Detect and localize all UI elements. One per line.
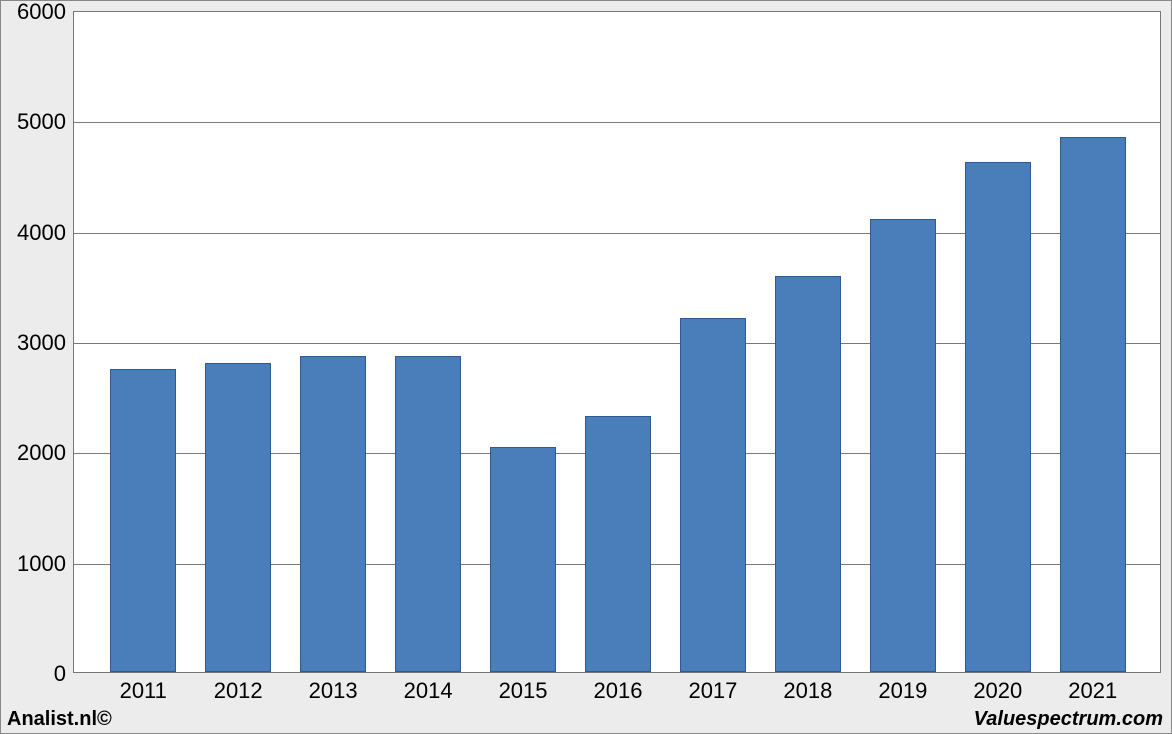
- x-tick-label: 2020: [973, 672, 1022, 704]
- y-tick-label: 1000: [17, 551, 74, 577]
- bar: [775, 276, 841, 672]
- bar: [395, 356, 461, 672]
- x-tick-label: 2019: [878, 672, 927, 704]
- gridline: [74, 122, 1160, 123]
- bar: [870, 219, 936, 672]
- x-tick-label: 2018: [783, 672, 832, 704]
- y-tick-label: 5000: [17, 109, 74, 135]
- y-tick-label: 4000: [17, 220, 74, 246]
- x-tick-label: 2021: [1068, 672, 1117, 704]
- bar: [585, 416, 651, 672]
- bar: [1060, 137, 1126, 672]
- bar: [965, 162, 1031, 672]
- y-tick-label: 2000: [17, 440, 74, 466]
- x-tick-label: 2015: [499, 672, 548, 704]
- bar: [300, 356, 366, 672]
- chart-frame: 0 1000 2000 3000 4000 5000 6000 2011 2012 2013 201…: [0, 0, 1172, 734]
- bar: [205, 363, 271, 672]
- x-tick-label: 2016: [594, 672, 643, 704]
- attribution-left: Analist.nl©: [7, 708, 112, 731]
- attribution-right: Valuespectrum.com: [974, 708, 1163, 731]
- bar: [680, 318, 746, 672]
- bar: [490, 447, 556, 672]
- x-tick-label: 2017: [688, 672, 737, 704]
- y-tick-label: 0: [54, 661, 74, 687]
- bar: [110, 369, 176, 672]
- x-tick-label: 2012: [214, 672, 263, 704]
- y-tick-label: 3000: [17, 330, 74, 356]
- x-tick-label: 2011: [120, 672, 167, 704]
- x-tick-label: 2013: [309, 672, 358, 704]
- y-tick-label: 6000: [17, 0, 74, 25]
- plot-area: 0100020003000400050006000201120122013201…: [73, 11, 1161, 673]
- x-tick-label: 2014: [404, 672, 453, 704]
